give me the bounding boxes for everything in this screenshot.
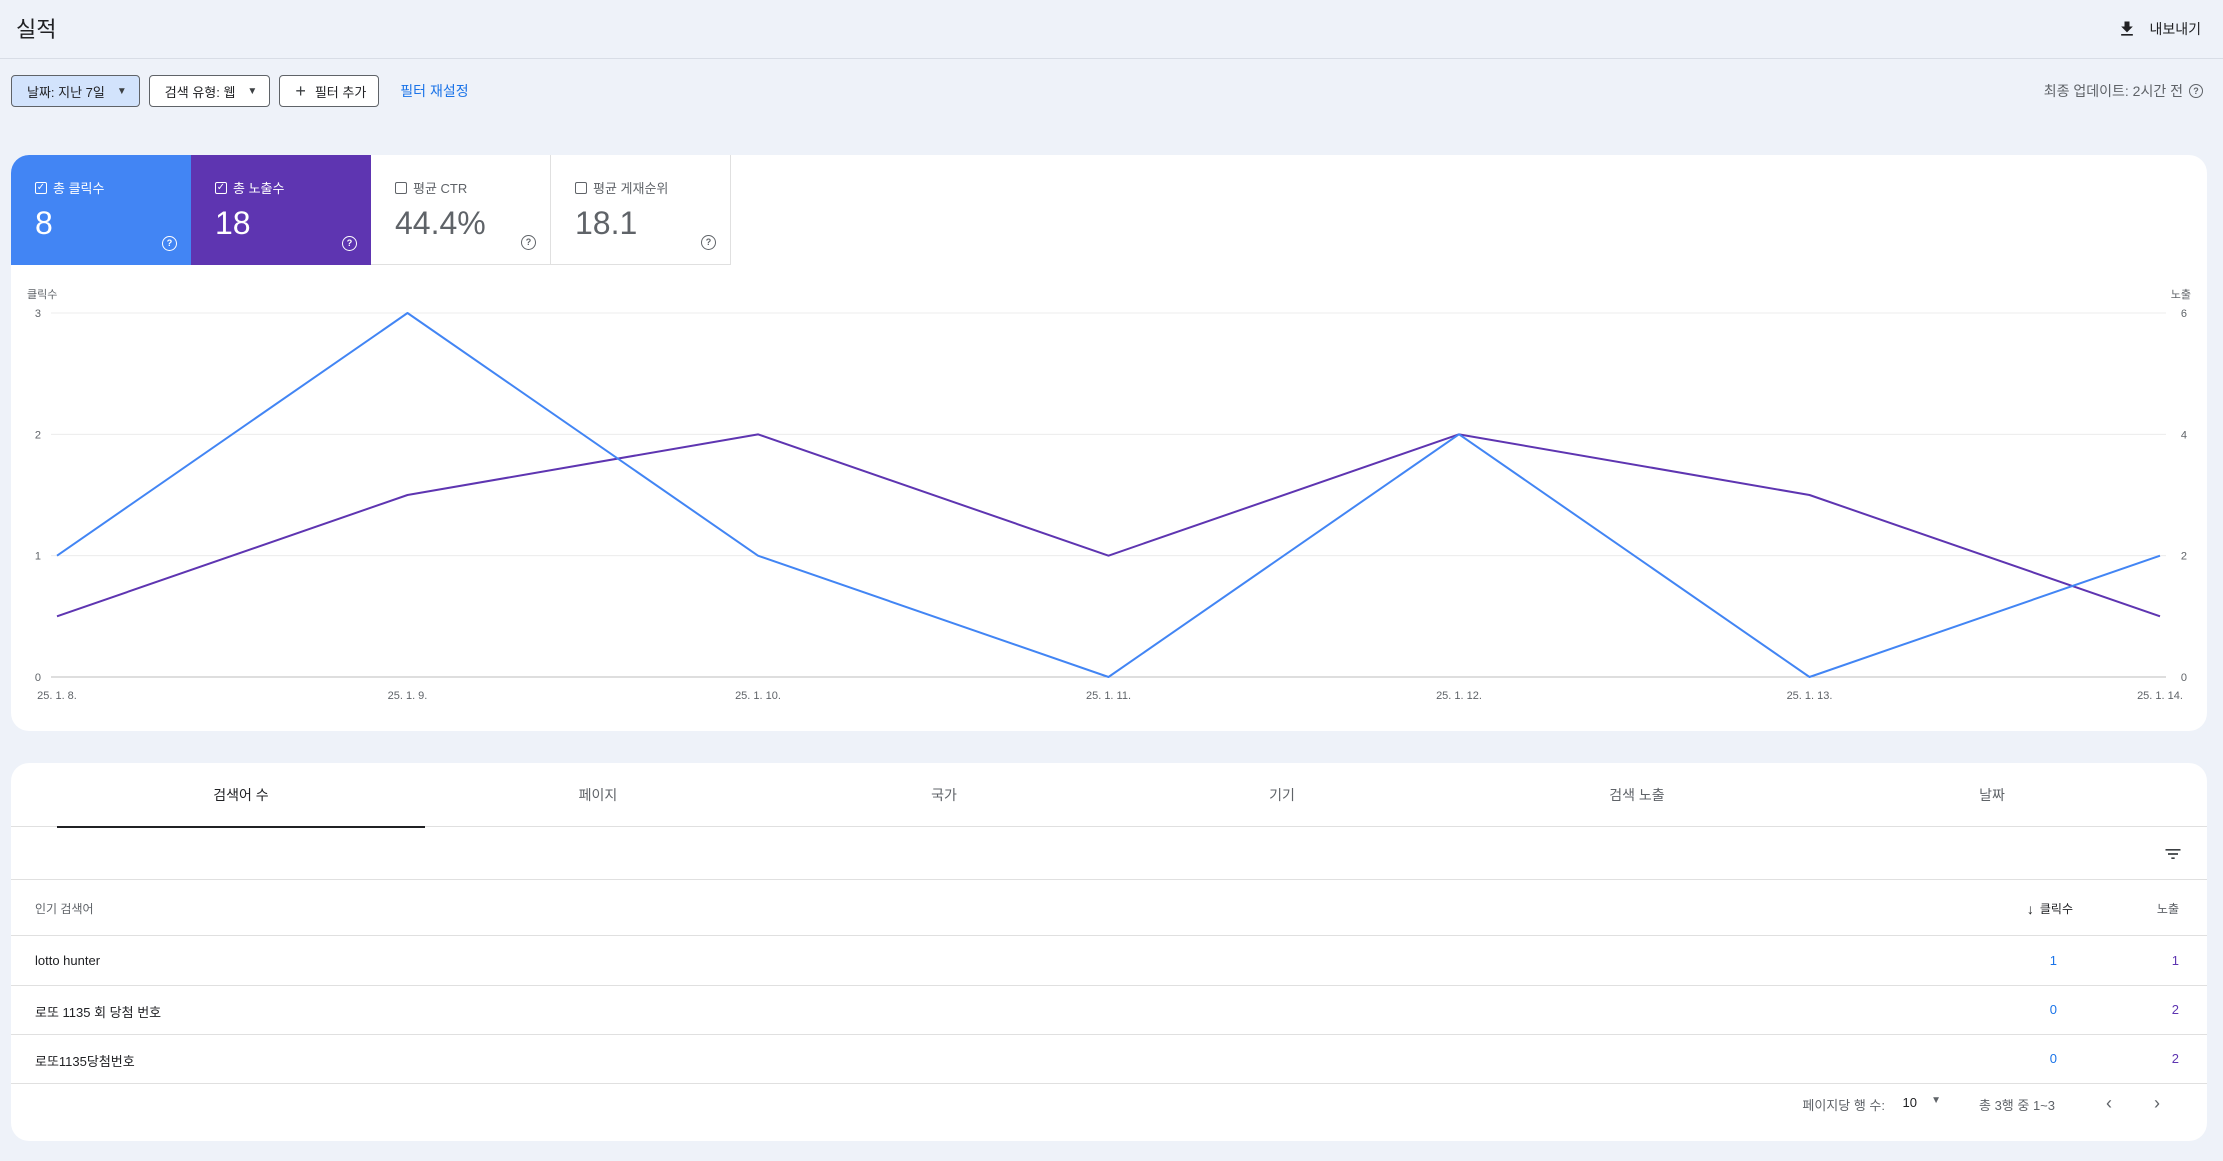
- date-filter-label: 날짜: 지난 7일: [27, 84, 105, 100]
- tab-dates[interactable]: 날짜: [1979, 787, 2005, 803]
- x-tick-label: 25. 1. 11.: [1086, 690, 1131, 702]
- page-title: 실적: [16, 17, 57, 42]
- arrow-down-icon: ↓: [2026, 900, 2034, 917]
- tab-countries[interactable]: 국가: [931, 787, 957, 803]
- row-query: lotto hunter: [35, 953, 101, 968]
- x-tick-label: 25. 1. 8.: [37, 690, 77, 702]
- table-row[interactable]: 로또 1135 회 당첨 번호 0 2: [11, 986, 2207, 1035]
- row-impressions: 1: [2171, 953, 2179, 968]
- y-tick-left: 2: [35, 429, 41, 441]
- date-filter-chip[interactable]: 날짜: 지난 7일 ▼: [11, 75, 140, 107]
- y-tick-left: 3: [35, 308, 41, 320]
- y-axis-left-title: 클릭수: [27, 288, 57, 301]
- metric-label: 평균 CTR: [413, 181, 468, 196]
- metric-label: 평균 게재순위: [593, 181, 669, 196]
- rows-per-page-select[interactable]: 10: [1902, 1095, 1917, 1110]
- x-tick-label: 25. 1. 14.: [2137, 690, 2183, 702]
- checkbox-unchecked-icon: [395, 181, 407, 194]
- export-label: 내보내기: [2149, 21, 2201, 37]
- caret-down-icon: ▼: [116, 85, 127, 97]
- search-type-label: 검색 유형: 웹: [164, 84, 236, 100]
- help-icon[interactable]: ?: [162, 236, 177, 251]
- y-axis-right-title: 노출: [2171, 288, 2191, 301]
- y-tick-right: 0: [2181, 672, 2187, 684]
- row-clicks: 0: [2049, 1051, 2057, 1066]
- data-table-card: 검색어 수 페이지 국가 기기 검색 노출 날짜 인기 검색어 ↓ 클릭수 노출…: [11, 763, 2207, 1141]
- next-page-button[interactable]: ›: [2154, 1092, 2160, 1113]
- row-query: 로또 1135 회 당첨 번호: [35, 1005, 162, 1020]
- x-tick-label: 25. 1. 10.: [735, 690, 781, 702]
- row-clicks: 1: [2049, 953, 2057, 968]
- last-update-text: 최종 업데이트: 2시간 전: [2043, 83, 2183, 99]
- help-icon[interactable]: ?: [521, 235, 536, 250]
- y-tick-right: 2: [2181, 551, 2187, 563]
- search-type-chip[interactable]: 검색 유형: 웹 ▼: [148, 75, 271, 107]
- series-line-impressions: [56, 433, 2161, 618]
- metric-label: 총 노출수: [233, 181, 285, 196]
- tab-search-appearance[interactable]: 검색 노출: [1609, 787, 1665, 803]
- add-filter-button[interactable]: + 필터 추가: [279, 75, 380, 107]
- tab-pages[interactable]: 페이지: [578, 787, 618, 803]
- pagination-range: 총 3행 중 1~3: [1979, 1098, 2055, 1113]
- y-tick-right: 4: [2181, 429, 2187, 441]
- metric-total-impressions[interactable]: ✓ 총 노출수 18 ?: [191, 155, 371, 265]
- last-update: 최종 업데이트: 2시간 전 ?: [2044, 81, 2203, 101]
- table-row[interactable]: 로또1135당첨번호 0 2: [11, 1035, 2207, 1084]
- x-tick-label: 25. 1. 13.: [1787, 690, 1833, 702]
- caret-down-icon[interactable]: ▼: [1931, 1095, 1941, 1106]
- filter-bar: 날짜: 지난 7일 ▼ 검색 유형: 웹 ▼ + 필터 추가 필터 재설정: [11, 75, 469, 107]
- column-header-clicks-label: 클릭수: [2039, 902, 2073, 916]
- y-tick-right: 6: [2181, 308, 2187, 320]
- reset-filters-link[interactable]: 필터 재설정: [400, 83, 469, 99]
- table-header: 인기 검색어 ↓ 클릭수 노출: [11, 880, 2207, 936]
- prev-page-button[interactable]: ‹: [2106, 1092, 2112, 1113]
- rows-per-page-label: 페이지당 행 수:: [1802, 1098, 1885, 1113]
- checkbox-checked-icon: ✓: [215, 181, 227, 194]
- metric-value: 18.1: [575, 205, 638, 241]
- add-filter-label: 필터 추가: [314, 84, 367, 100]
- download-icon: [2121, 21, 2134, 36]
- filter-list-icon[interactable]: [2163, 844, 2183, 864]
- metric-label: 총 클릭수: [53, 181, 105, 196]
- table-row[interactable]: lotto hunter 1 1: [11, 937, 2207, 986]
- dimension-tabs: 검색어 수 페이지 국가 기기 검색 노출 날짜: [11, 763, 2207, 828]
- metric-cards: ✓ 총 클릭수 8 ? ✓ 총 노출수 18 ? 평균 CTR 44.4% ? 평균…: [11, 155, 731, 265]
- column-header-query[interactable]: 인기 검색어: [35, 902, 94, 916]
- row-clicks: 0: [2049, 1002, 2057, 1017]
- metric-value: 18: [215, 205, 251, 241]
- row-query: 로또1135당첨번호: [35, 1054, 135, 1069]
- table-filter-row: [11, 828, 2207, 880]
- series-line-clicks: [56, 312, 2161, 678]
- tab-queries[interactable]: 검색어 수: [57, 763, 425, 828]
- page-header: 실적 내보내기: [0, 0, 2223, 59]
- y-tick-left: 1: [35, 551, 41, 563]
- metric-value: 8: [35, 205, 53, 241]
- pagination: 페이지당 행 수: 10 ▼ 총 3행 중 1~3 ‹ ›: [11, 1083, 2207, 1123]
- export-button[interactable]: 내보내기: [2117, 14, 2201, 44]
- x-tick-label: 25. 1. 9.: [388, 690, 428, 702]
- checkbox-checked-icon: ✓: [35, 181, 47, 194]
- column-header-clicks[interactable]: ↓ 클릭수: [2027, 900, 2073, 917]
- help-icon[interactable]: ?: [342, 236, 357, 251]
- metric-total-clicks[interactable]: ✓ 총 클릭수 8 ?: [11, 155, 191, 265]
- checkbox-unchecked-icon: [575, 181, 587, 194]
- metric-average-ctr[interactable]: 평균 CTR 44.4% ?: [371, 155, 551, 265]
- line-chart: 클릭수 노출 0 1 2 3 0 2 4 6 25. 1. 8. 25. 1. 9. 25. 1. …: [27, 288, 2191, 702]
- y-tick-left: 0: [35, 672, 41, 684]
- metric-value: 44.4%: [395, 205, 486, 241]
- row-impressions: 2: [2171, 1002, 2179, 1017]
- help-icon[interactable]: ?: [701, 235, 716, 250]
- tab-devices[interactable]: 기기: [1269, 787, 1295, 803]
- performance-chart-card: ✓ 총 클릭수 8 ? ✓ 총 노출수 18 ? 평균 CTR 44.4% ? 평균…: [11, 155, 2207, 731]
- x-tick-label: 25. 1. 12.: [1436, 690, 1482, 702]
- plus-icon: +: [295, 81, 306, 101]
- metric-average-position[interactable]: 평균 게재순위 18.1 ?: [551, 155, 731, 265]
- column-header-impressions[interactable]: 노출: [2156, 902, 2179, 916]
- help-icon[interactable]: ?: [2189, 84, 2203, 98]
- row-impressions: 2: [2171, 1051, 2179, 1066]
- caret-down-icon: ▼: [247, 85, 258, 97]
